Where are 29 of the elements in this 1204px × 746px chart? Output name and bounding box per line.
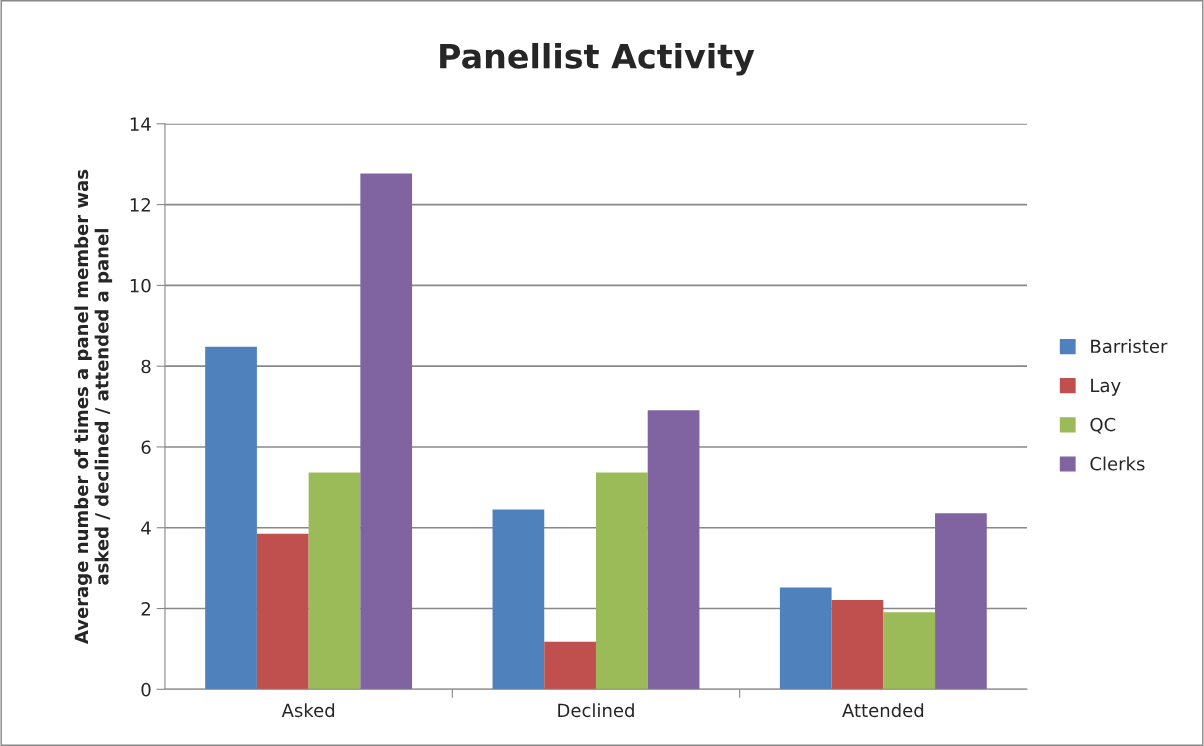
x-tick-label: Asked	[281, 703, 335, 718]
y-tick-label: 0	[141, 682, 151, 697]
x-tick-label: Attended	[842, 703, 924, 718]
bar	[256, 533, 309, 690]
bar	[935, 513, 987, 690]
legend-label: Clerks	[1090, 456, 1145, 471]
bar	[831, 600, 884, 690]
y-tick-label: 8	[141, 359, 151, 374]
y-tick-label: 12	[130, 198, 150, 212]
bar	[883, 612, 936, 690]
bar	[647, 410, 700, 690]
bar	[595, 472, 648, 690]
y-tick-label: 14	[130, 117, 151, 131]
chart-title: Panellist Activity	[440, 42, 755, 76]
y-tick-label: 10	[130, 278, 151, 293]
x-tick-label: Declined	[558, 703, 634, 718]
y-tick-label: 6	[141, 440, 151, 455]
legend-label: Barrister	[1091, 339, 1168, 354]
bar	[308, 472, 361, 690]
bar	[779, 587, 832, 690]
bar	[205, 346, 257, 690]
y-tick-label: 2	[141, 601, 150, 616]
bar	[492, 509, 545, 690]
y-tick-label: 4	[141, 521, 151, 535]
legend-label: QC	[1090, 417, 1116, 434]
y-axis-title: Average number of times a panel member was asked / declined / attended a panel	[74, 169, 113, 645]
legend-label: Lay	[1091, 378, 1121, 396]
bar	[360, 173, 413, 690]
bar	[544, 641, 596, 690]
